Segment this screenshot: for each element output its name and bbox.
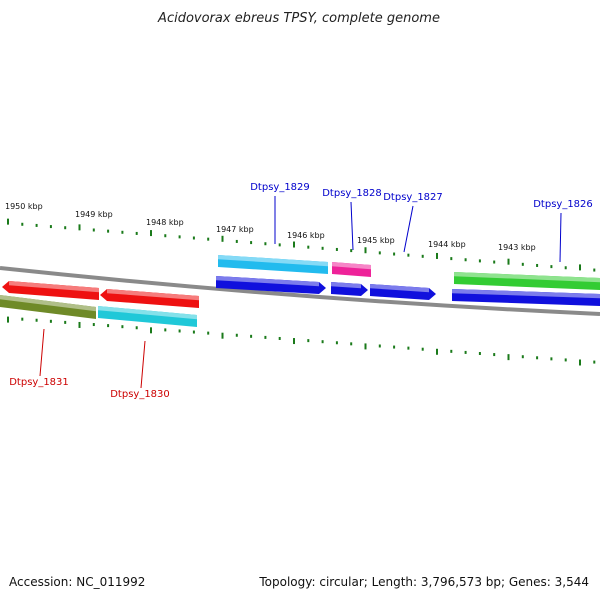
gene-feature-highlight [454,272,600,283]
kbp-label: 1944 kbp [428,240,466,249]
kbp-label: 1945 kbp [357,236,395,245]
gene-feature[interactable] [216,276,326,294]
genome-summary-text: Topology: circular; Length: 3,796,573 bp… [258,575,589,589]
gene-feature[interactable] [0,295,96,319]
gene-feature[interactable] [452,289,600,306]
genome-backbone [0,266,600,316]
kbp-label: 1948 kbp [146,218,184,227]
gene-feature-highlight [452,289,600,299]
kbp-label: 1947 kbp [216,225,254,234]
tick-layer: 1950 kbp 1949 kbp 1948 kbp 1947 kbp 1946 kbp… [5,202,596,366]
callout-leader-line [559,212,562,263]
callout-leader-line [140,340,146,389]
callout-leader-line [403,205,414,253]
callout-leader-line [39,328,45,377]
gene-feature-highlight [216,276,319,287]
gene-feature[interactable] [98,306,197,327]
gene-feature[interactable] [370,284,436,300]
callout-layer: Dtpsy_1829 Dtpsy_1828 Dtpsy_1827 Dtpsy_1826… [9,182,593,400]
gene-feature-highlight [218,255,328,267]
kbp-label: 1943 kbp [498,243,536,252]
gene-feature[interactable] [100,289,199,308]
gene-label[interactable]: Dtpsy_1829 [250,182,310,193]
gene-label[interactable]: Dtpsy_1831 [9,377,69,388]
map-title: Acidovorax ebreus TPSY, complete genome [157,11,440,26]
gene-feature-highlight [332,262,371,270]
gene-feature-highlight [0,295,96,312]
gene-feature-highlight [370,284,429,293]
kbp-label: 1946 kbp [287,231,325,240]
gene-feature[interactable] [218,255,328,274]
gene-layer [0,255,600,327]
gene-label[interactable]: Dtpsy_1828 [322,188,382,199]
gene-feature[interactable] [332,262,371,277]
gene-label[interactable]: Dtpsy_1827 [383,192,443,203]
gene-feature-highlight [98,306,197,320]
accession-text: Accession: NC_011992 [9,575,145,589]
gene-feature-highlight [107,289,199,301]
gene-feature[interactable] [454,272,600,290]
gene-feature-highlight [9,281,99,293]
gene-feature-highlight [331,282,361,289]
kbp-label: 1949 kbp [75,210,113,219]
gene-feature[interactable] [2,281,99,300]
gene-feature[interactable] [331,282,368,296]
callout-leader-line [350,201,354,251]
gene-label[interactable]: Dtpsy_1830 [110,389,170,400]
kbp-label: 1950 kbp [5,202,43,211]
gene-label[interactable]: Dtpsy_1826 [533,199,593,210]
